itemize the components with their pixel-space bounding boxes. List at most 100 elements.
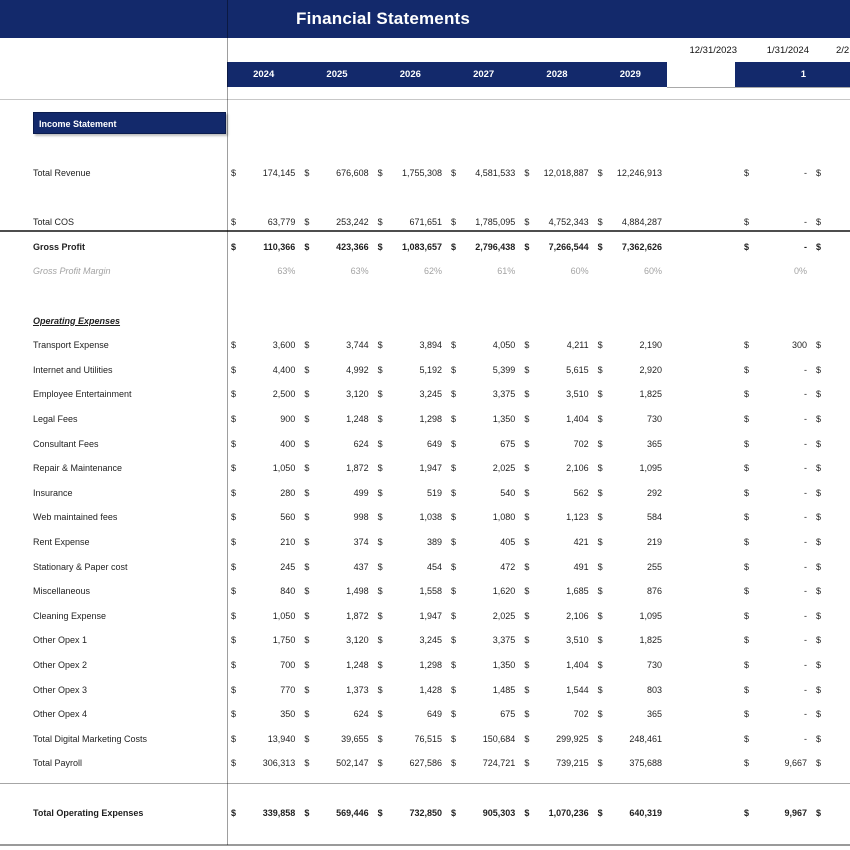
money-cell-year-2024[interactable]: $700 bbox=[227, 660, 300, 670]
row-label[interactable]: Other Opex 3 bbox=[33, 684, 88, 695]
money-cell-month[interactable]: $ - bbox=[737, 685, 812, 695]
money-cell-month[interactable]: $ - bbox=[737, 414, 812, 424]
money-cell-month[interactable]: $ - bbox=[737, 611, 812, 621]
money-cell-year-2024[interactable]: $1,750 bbox=[227, 635, 300, 645]
money-cell-year-2028[interactable]: $562 bbox=[520, 488, 593, 498]
row-label[interactable]: Total Payroll bbox=[33, 758, 83, 769]
money-cell-year-2028[interactable]: $299,925 bbox=[520, 734, 593, 744]
partial-next-column-cell[interactable]: $ bbox=[812, 389, 850, 399]
money-cell-year-2029[interactable]: $365 bbox=[594, 709, 667, 719]
money-cell-year-2027[interactable]: $540 bbox=[447, 488, 520, 498]
money-cell-year-2027[interactable]: $2,796,438 bbox=[447, 242, 520, 252]
money-cell-year-2027[interactable]: $1,350 bbox=[447, 414, 520, 424]
money-cell-year-2025[interactable]: $1,373 bbox=[300, 685, 373, 695]
money-cell-year-2026[interactable]: $649 bbox=[374, 709, 447, 719]
row-label[interactable]: Other Opex 1 bbox=[33, 635, 88, 646]
money-cell-year-2027[interactable]: $675 bbox=[447, 709, 520, 719]
money-cell-year-2029[interactable]: $12,246,913 bbox=[594, 168, 667, 178]
money-cell-year-2026[interactable]: $389 bbox=[374, 537, 447, 547]
money-cell-year-2029[interactable]: $584 bbox=[594, 512, 667, 522]
money-cell-year-2028[interactable]: $1,544 bbox=[520, 685, 593, 695]
money-cell-year-2025[interactable]: $624 bbox=[300, 439, 373, 449]
row-label[interactable]: Employee Entertainment bbox=[33, 389, 132, 400]
money-cell-month[interactable]: $ - bbox=[737, 709, 812, 719]
partial-next-column-cell[interactable]: $ bbox=[812, 537, 850, 547]
money-cell-year-2028[interactable]: $3,510 bbox=[520, 389, 593, 399]
money-cell-year-2026[interactable]: $76,515 bbox=[374, 734, 447, 744]
money-cell-year-2029[interactable]: $375,688 bbox=[594, 758, 667, 768]
money-cell-year-2028[interactable]: $4,211 bbox=[520, 340, 593, 350]
money-cell-year-2026[interactable]: $1,083,657 bbox=[374, 242, 447, 252]
row-label[interactable]: Other Opex 4 bbox=[33, 709, 88, 720]
money-cell-year-2025[interactable]: $374 bbox=[300, 537, 373, 547]
partial-next-column-cell[interactable]: $ bbox=[812, 808, 850, 818]
money-cell-year-2024[interactable]: $245 bbox=[227, 562, 300, 572]
money-cell-year-2027[interactable]: $1,485 bbox=[447, 685, 520, 695]
money-cell-year-2028[interactable]: $421 bbox=[520, 537, 593, 547]
row-label[interactable]: Internet and Utilities bbox=[33, 364, 113, 375]
money-cell-year-2028[interactable]: $1,123 bbox=[520, 512, 593, 522]
money-cell-year-2026[interactable]: $454 bbox=[374, 562, 447, 572]
money-cell-year-2028[interactable]: $739,215 bbox=[520, 758, 593, 768]
money-cell-year-2026[interactable]: $649 bbox=[374, 439, 447, 449]
money-cell-year-2027[interactable]: $905,303 bbox=[447, 808, 520, 818]
money-cell-month[interactable]: $ - bbox=[737, 660, 812, 670]
money-cell-year-2027[interactable]: $150,684 bbox=[447, 734, 520, 744]
percent-cell-year-2025[interactable]: 63% bbox=[350, 266, 369, 277]
money-cell-year-2024[interactable]: $63,779 bbox=[227, 217, 300, 227]
money-cell-year-2028[interactable]: $1,404 bbox=[520, 414, 593, 424]
percent-cell-year-2029[interactable]: 60% bbox=[643, 266, 662, 277]
money-cell-year-2029[interactable]: $1,095 bbox=[594, 463, 667, 473]
money-cell-year-2024[interactable]: $1,050 bbox=[227, 611, 300, 621]
money-cell-year-2025[interactable]: $253,242 bbox=[300, 217, 373, 227]
money-cell-year-2026[interactable]: $1,755,308 bbox=[374, 168, 447, 178]
money-cell-month[interactable]: $ - bbox=[737, 586, 812, 596]
money-cell-year-2027[interactable]: $405 bbox=[447, 537, 520, 547]
partial-next-column-cell[interactable]: $ bbox=[812, 168, 850, 178]
row-label[interactable]: Rent Expense bbox=[33, 536, 90, 547]
year-header-2029[interactable]: 2029 bbox=[619, 69, 641, 80]
money-cell-month[interactable]: $ - bbox=[737, 365, 812, 375]
row-label[interactable]: Total COS bbox=[33, 217, 75, 228]
money-cell-year-2026[interactable]: $519 bbox=[374, 488, 447, 498]
row-label[interactable]: Web maintained fees bbox=[33, 512, 118, 523]
money-cell-year-2025[interactable]: $423,366 bbox=[300, 242, 373, 252]
money-cell-year-2028[interactable]: $3,510 bbox=[520, 635, 593, 645]
money-cell-year-2028[interactable]: $1,070,236 bbox=[520, 808, 593, 818]
money-cell-year-2024[interactable]: $210 bbox=[227, 537, 300, 547]
money-cell-year-2027[interactable]: $2,025 bbox=[447, 611, 520, 621]
money-cell-year-2026[interactable]: $1,558 bbox=[374, 586, 447, 596]
money-cell-year-2024[interactable]: $3,600 bbox=[227, 340, 300, 350]
money-cell-year-2027[interactable]: $724,721 bbox=[447, 758, 520, 768]
money-cell-year-2026[interactable]: $671,651 bbox=[374, 217, 447, 227]
month-header-number[interactable]: 1 bbox=[800, 69, 806, 80]
money-cell-month[interactable]: $ - bbox=[737, 242, 812, 252]
money-cell-year-2029[interactable]: $2,190 bbox=[594, 340, 667, 350]
money-cell-year-2026[interactable]: $1,947 bbox=[374, 611, 447, 621]
money-cell-year-2028[interactable]: $1,404 bbox=[520, 660, 593, 670]
date-header-next-partial[interactable]: 2/2 bbox=[836, 45, 850, 56]
money-cell-year-2029[interactable]: $255 bbox=[594, 562, 667, 572]
money-cell-year-2025[interactable]: $437 bbox=[300, 562, 373, 572]
money-cell-year-2028[interactable]: $7,266,544 bbox=[520, 242, 593, 252]
year-header-2024[interactable]: 2024 bbox=[253, 69, 275, 80]
money-cell-month[interactable]: $9,667 bbox=[737, 758, 812, 768]
money-cell-year-2028[interactable]: $12,018,887 bbox=[520, 168, 593, 178]
row-label[interactable]: Insurance bbox=[33, 487, 73, 498]
money-cell-year-2029[interactable]: $248,461 bbox=[594, 734, 667, 744]
section-header-income-statement[interactable]: Income Statement bbox=[33, 112, 226, 134]
money-cell-month[interactable]: $ - bbox=[737, 463, 812, 473]
money-cell-year-2028[interactable]: $491 bbox=[520, 562, 593, 572]
partial-next-column-cell[interactable]: $ bbox=[812, 242, 850, 252]
money-cell-year-2026[interactable]: $1,038 bbox=[374, 512, 447, 522]
money-cell-year-2025[interactable]: $1,872 bbox=[300, 463, 373, 473]
partial-next-column-cell[interactable]: $ bbox=[812, 488, 850, 498]
partial-next-column-cell[interactable]: $ bbox=[812, 611, 850, 621]
row-label[interactable]: Repair & Maintenance bbox=[33, 463, 123, 474]
date-header-prev[interactable]: 12/31/2023 bbox=[689, 45, 737, 56]
money-cell-year-2025[interactable]: $1,248 bbox=[300, 414, 373, 424]
percent-cell-month[interactable]: 0% bbox=[793, 266, 807, 277]
money-cell-year-2027[interactable]: $4,050 bbox=[447, 340, 520, 350]
money-cell-month[interactable]: $ - bbox=[737, 389, 812, 399]
row-label[interactable]: Consultant Fees bbox=[33, 438, 99, 449]
